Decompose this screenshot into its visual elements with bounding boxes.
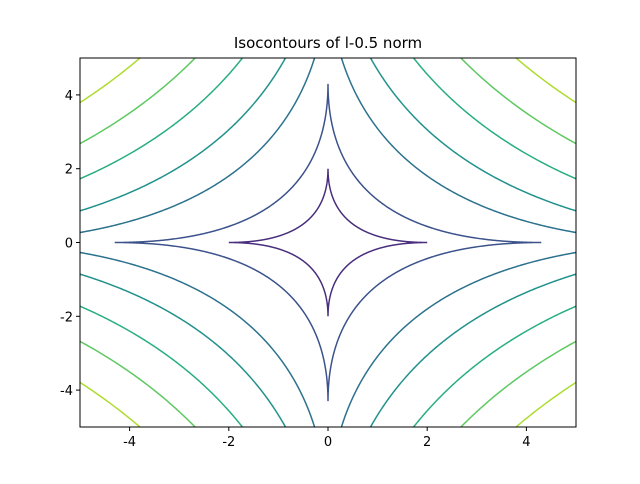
x-tick-label: 0 [324, 435, 332, 450]
y-tick-label: 0 [65, 237, 73, 252]
contour-line [228, 168, 428, 317]
axes-frame [79, 57, 577, 428]
y-tick-label: -2 [60, 310, 73, 325]
x-tick-label: -2 [222, 435, 235, 450]
y-tick-label: 4 [65, 89, 73, 104]
contour-line [114, 83, 542, 402]
x-tick-label: -4 [123, 435, 136, 450]
x-tick-label: 4 [522, 435, 530, 450]
y-tick-label: -4 [60, 384, 73, 399]
y-tick-label: 2 [65, 163, 73, 178]
chart-title: Isocontours of l-0.5 norm [234, 34, 422, 52]
x-tick-label: 2 [423, 435, 431, 450]
